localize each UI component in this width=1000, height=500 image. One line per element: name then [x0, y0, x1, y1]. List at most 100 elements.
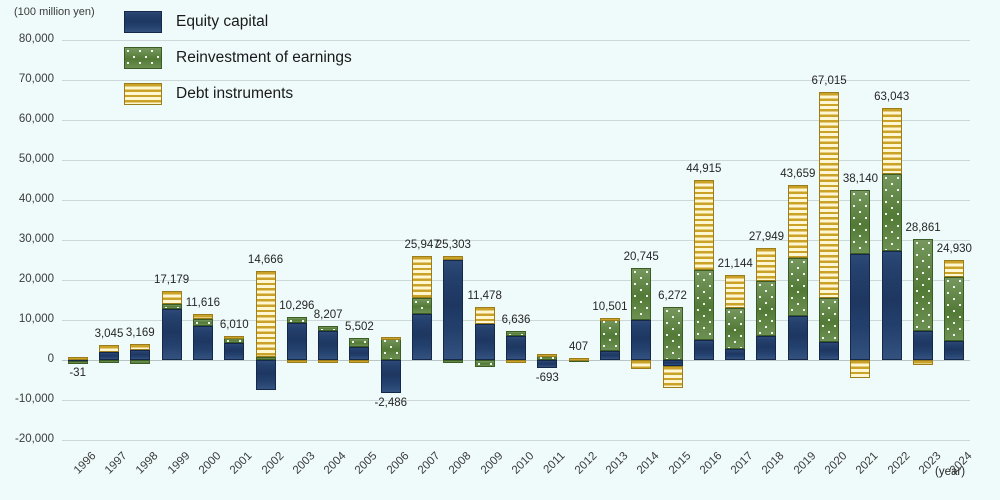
bar-segment-equity — [318, 331, 339, 360]
bar-group-2010[interactable] — [506, 40, 526, 440]
bar-segment-equity — [255, 360, 276, 391]
bar-segment-debt — [98, 345, 119, 353]
bar-group-2012[interactable] — [568, 40, 589, 440]
bar-value-label-1999: 17,179 — [153, 274, 190, 287]
bar-segment-debt — [599, 317, 620, 321]
gridline — [62, 40, 970, 41]
x-axis-tick-1996: 1996 — [71, 450, 99, 477]
plot-area: 80,000 70,000 60,000 50,000 40,000 30,000 20,0… — [15, 33, 975, 477]
bar-group-2000[interactable] — [192, 40, 213, 440]
gridline — [62, 280, 970, 281]
y-axis-tick-label: 60,000 — [18, 113, 54, 125]
bar-segment-equity — [881, 250, 902, 360]
bar-segment-equity — [192, 325, 213, 360]
bar-segment-debt — [881, 107, 902, 175]
bar-group-2005[interactable] — [349, 40, 370, 440]
bar-segment-reinvestment — [631, 268, 652, 321]
y-axis-tick-label: -20,000 — [14, 433, 54, 445]
bar-segment-debt — [819, 91, 840, 298]
bar-segment-debt — [662, 365, 683, 389]
bar-segment-reinvestment — [286, 317, 307, 324]
x-axis-tick-2019: 2019 — [791, 450, 819, 477]
bar-group-2009[interactable] — [474, 40, 495, 440]
bar-value-label-2001: 6,010 — [219, 318, 249, 331]
bar-segment-debt — [474, 307, 495, 324]
x-axis-tick-2011: 2011 — [541, 450, 568, 476]
y-axis-tick-label: 20,000 — [18, 273, 54, 285]
x-axis-tick-1999: 1999 — [165, 450, 193, 477]
bar-segment-debt — [725, 275, 746, 308]
x-axis-tick-2014: 2014 — [635, 450, 662, 477]
bar-group-2020[interactable] — [819, 40, 840, 440]
bar-segment-equity — [443, 259, 464, 360]
bar-group-2022[interactable] — [881, 40, 902, 440]
bar-group-1999[interactable] — [161, 40, 182, 440]
x-axis-tick-2004: 2004 — [322, 450, 349, 477]
bar-group-2021[interactable] — [850, 40, 871, 440]
y-axis-unit-label: (100 million yen) — [14, 6, 95, 18]
bar-value-label-2018: 27,949 — [748, 231, 785, 244]
bar-group-2011[interactable] — [537, 40, 558, 440]
bar-value-label-2020: 67,015 — [811, 74, 847, 87]
legend-swatch-reinvestment-of-earnings — [124, 47, 162, 69]
bar-group-2002[interactable] — [255, 40, 276, 440]
bar-segment-equity — [130, 349, 151, 360]
y-axis-tick-label: 40,000 — [18, 193, 54, 205]
y-axis-tick-label: 10,000 — [18, 313, 54, 325]
bar-value-label-2019: 43,659 — [780, 168, 816, 181]
x-axis-tick-2007: 2007 — [415, 450, 443, 477]
bar-segment-equity — [161, 308, 182, 360]
bar-segment-reinvestment — [161, 304, 182, 309]
bar-group-1998[interactable] — [130, 40, 151, 440]
bar-segment-reinvestment — [474, 360, 495, 367]
y-axis-tick-label: 30,000 — [18, 233, 54, 245]
bar-group-2007[interactable] — [412, 40, 433, 440]
bar-segment-reinvestment — [67, 361, 88, 365]
x-axis-tick-2015: 2015 — [666, 450, 694, 477]
bar-value-label-1998: 3,169 — [125, 326, 155, 339]
bar-segment-debt — [349, 360, 370, 363]
bar-segment-debt — [693, 180, 714, 270]
bar-segment-equity — [819, 342, 840, 360]
bar-segment-debt — [787, 185, 808, 259]
bar-segment-debt — [537, 354, 558, 358]
bar-group-2019[interactable] — [787, 40, 808, 440]
gridline — [62, 440, 970, 441]
x-axis-tick-1997: 1997 — [102, 450, 130, 477]
bar-group-2013[interactable] — [599, 40, 620, 440]
bar-segment-reinvestment — [412, 298, 433, 314]
bar-segment-debt — [850, 360, 871, 378]
legend-label-debt-instruments: Debt instruments — [176, 85, 294, 102]
bar-group-2008[interactable] — [443, 40, 464, 440]
bar-value-label-2017: 21,144 — [717, 258, 753, 271]
bar-group-1997[interactable] — [98, 40, 119, 440]
bar-segment-equity — [412, 313, 433, 360]
bar-group-2001[interactable] — [224, 40, 245, 440]
x-axis-tick-2010: 2010 — [509, 450, 537, 477]
bar-group-2015[interactable] — [662, 40, 683, 440]
bar-group-2017[interactable] — [725, 40, 746, 440]
bar-segment-reinvestment — [850, 189, 871, 255]
bar-segment-equity — [944, 340, 965, 360]
x-axis-tick-2001: 2001 — [228, 450, 255, 477]
bar-segment-equity — [725, 349, 746, 360]
bar-group-2014[interactable] — [631, 40, 652, 440]
bar-segment-reinvestment — [725, 308, 746, 350]
gridline — [62, 320, 970, 321]
bar-group-2024[interactable] — [944, 40, 965, 440]
bar-segment-reinvestment — [380, 337, 401, 360]
bar-segment-debt — [380, 336, 401, 340]
bar-group-2023[interactable] — [913, 40, 934, 440]
bar-group-1996[interactable] — [67, 40, 88, 440]
x-axis-tick-2003: 2003 — [290, 450, 318, 477]
bar-group-2003[interactable] — [286, 40, 307, 440]
x-axis-tick-2013: 2013 — [603, 450, 631, 477]
x-axis-tick-1998: 1998 — [134, 450, 161, 477]
bar-group-2016[interactable] — [693, 40, 714, 440]
bar-segment-reinvestment — [318, 326, 339, 332]
bar-segment-reinvestment — [98, 360, 119, 363]
bar-group-2006[interactable] — [380, 40, 401, 440]
bar-group-2018[interactable] — [756, 40, 777, 440]
bar-group-2004[interactable] — [318, 40, 339, 440]
bar-segment-debt — [192, 313, 213, 319]
